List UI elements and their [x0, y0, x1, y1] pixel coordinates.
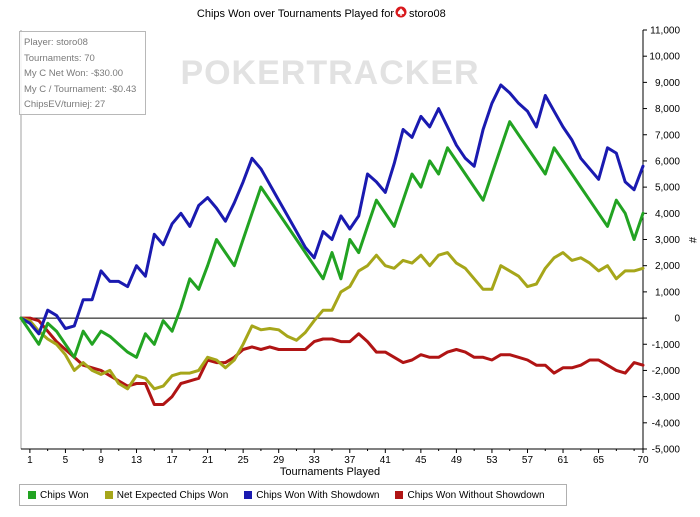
legend-label: Chips Won: [40, 489, 89, 501]
x-tick-label: 29: [273, 455, 285, 466]
x-tick-label: 49: [451, 455, 463, 466]
x-tick-label: 5: [63, 455, 69, 466]
y-tick-label: 2,000: [655, 261, 680, 272]
info-chipsev: ChipsEV/turniej: 27: [24, 99, 106, 110]
x-tick-label: 45: [415, 455, 427, 466]
watermark: POKERTRACKER: [180, 54, 479, 92]
x-tick-label: 25: [238, 455, 250, 466]
info-per-tournament: My C / Tournament: -$0.43: [24, 83, 137, 95]
x-axis-label: Tournaments Played: [280, 466, 380, 478]
legend-label: Net Expected Chips Won: [116, 489, 229, 501]
y-tick-label: 3,000: [655, 235, 680, 246]
y-tick-label: -4,000: [652, 418, 681, 429]
y-tick-label: 4,000: [655, 209, 680, 220]
info-player: Player: storo08: [24, 37, 88, 48]
legend-item-chips-won[interactable]: Chips Won: [28, 490, 89, 501]
y-tick-label: 9,000: [655, 78, 680, 89]
x-tick-label: 57: [522, 455, 534, 466]
x-tick-label: 21: [202, 455, 214, 466]
legend-item-net-expected[interactable]: Net Expected Chips Won: [104, 489, 229, 501]
pokerstars-spade-icon: [395, 6, 407, 18]
y-tick-label: -3,000: [652, 392, 681, 403]
legend-swatch-with-showdown: [244, 491, 253, 499]
info-box: Player: storo08 Tournaments: 70 My C Net…: [19, 31, 146, 115]
legend-swatch-net-expected: [104, 491, 113, 499]
info-tournaments: Tournaments: 70: [24, 52, 95, 64]
series-line-chips-won: [19, 120, 645, 359]
series-line-net-expected-chips-won: [19, 251, 645, 391]
x-tick-label: 61: [557, 455, 569, 466]
y-tick-label: 5,000: [655, 183, 680, 194]
x-tick-label: 17: [166, 455, 178, 466]
chart-title: Chips Won over Tournaments Played for: [197, 8, 394, 20]
player-name: storo08: [409, 8, 446, 20]
legend-swatch-chips-won: [28, 491, 36, 499]
x-tick-label: 33: [309, 455, 321, 466]
info-net-won: My C Net Won: -$30.00: [24, 68, 124, 79]
y-tick-label: 0: [674, 314, 680, 325]
legend-item-without-showdown[interactable]: Chips Won Without Showdown: [395, 489, 545, 501]
x-tick-label: 53: [486, 455, 498, 466]
legend-label: Chips Won With Showdown: [256, 489, 380, 501]
x-tick-label: 9: [98, 455, 104, 466]
y-tick-label: 7,000: [655, 130, 680, 141]
y-tick-label: 1,000: [655, 287, 680, 298]
y-tick-label: -5,000: [652, 445, 681, 456]
legend: Chips Won Net Expected Chips Won Chips W…: [19, 484, 567, 506]
x-tick-label: 37: [344, 455, 356, 466]
y-tick-label: 6,000: [655, 156, 680, 167]
series-line-chips-won-with-showdown: [19, 83, 645, 336]
y-tick-label: 10,000: [649, 52, 680, 63]
x-tick-label: 41: [380, 455, 392, 466]
x-tick-label: 1: [27, 455, 33, 466]
legend-label: Chips Won Without Showdown: [407, 489, 545, 501]
x-tick-label: 13: [131, 455, 143, 466]
y-tick-label: 8,000: [655, 104, 680, 115]
legend-swatch-without-showdown: [395, 491, 404, 499]
legend-item-with-showdown[interactable]: Chips Won With Showdown: [244, 490, 379, 501]
y-axis-label: #: [686, 237, 698, 244]
series-line-chips-won-without-showdown: [19, 316, 645, 406]
x-tick-label: 65: [593, 455, 605, 466]
y-tick-label: -1,000: [652, 340, 681, 351]
y-tick-label: -2,000: [652, 366, 681, 377]
y-tick-label: 11,000: [650, 26, 680, 37]
x-tick-label: 70: [637, 455, 649, 466]
